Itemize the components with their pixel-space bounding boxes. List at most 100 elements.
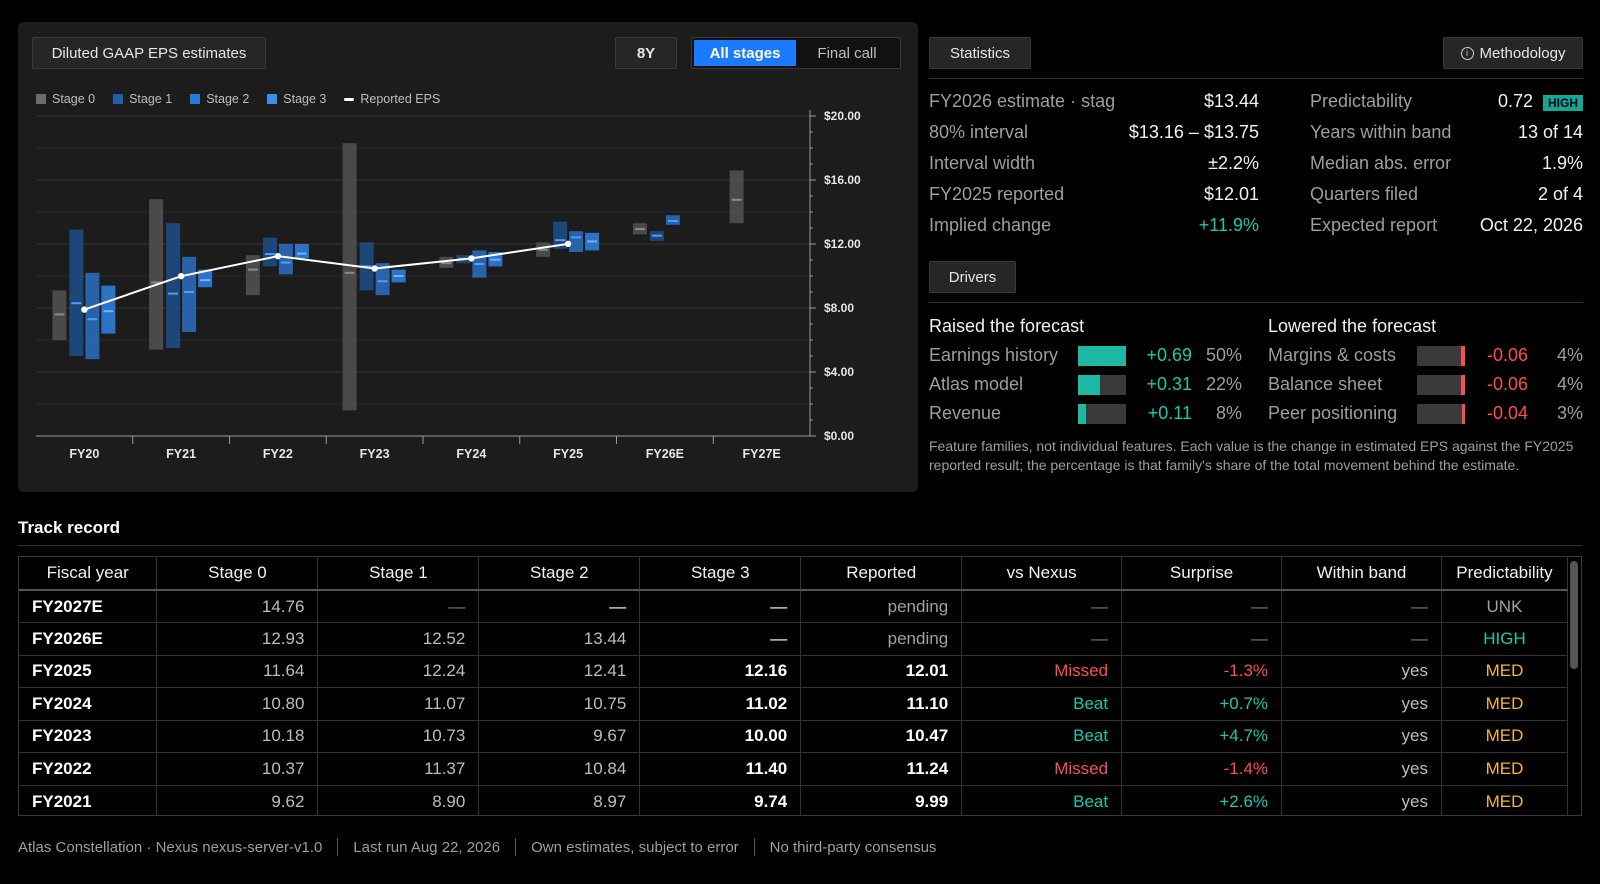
all-stages-option[interactable]: All stages xyxy=(694,40,796,66)
range-bar-stage-2 xyxy=(569,231,584,252)
cell-stage-2: 10.84 xyxy=(478,752,641,785)
cell-stage-2: 13.44 xyxy=(478,622,641,655)
cell-fiscal-year: FY2023 xyxy=(19,719,158,753)
cell-stage-2: 8.97 xyxy=(478,784,641,815)
table-scrollbar[interactable] xyxy=(1570,561,1578,669)
cell-stage-1: 10.73 xyxy=(317,719,480,753)
col-header-stage-2[interactable]: Stage 2 xyxy=(478,557,641,591)
cell-stage-0: 12.93 xyxy=(156,622,319,655)
driver-value: +0.31 xyxy=(1146,374,1192,394)
stat-value: 1.9% xyxy=(1541,153,1583,173)
driver-pct: 22% xyxy=(1205,374,1242,394)
chart-title-button[interactable]: Diluted GAAP EPS estimates xyxy=(32,37,266,69)
stat-value: 2 of 4 xyxy=(1537,184,1583,204)
stat-fy2026-estimate: FY2026 estimate · stag $13.44 xyxy=(929,91,1259,112)
cell-reported: pending xyxy=(800,589,963,623)
final-call-option[interactable]: Final call xyxy=(817,44,877,62)
stat-value: +11.9% xyxy=(1198,215,1259,235)
stat-value: Oct 22, 2026 xyxy=(1479,215,1583,235)
footer: Atlas Constellation · Nexus nexus-server… xyxy=(18,838,936,856)
legend-stage-1[interactable]: Stage 1 xyxy=(113,92,172,106)
x-tick-label: FY23 xyxy=(360,447,390,461)
cell-stage-1: — xyxy=(317,589,480,623)
table-row[interactable]: FY2024 10.80 11.07 10.75 11.02 11.10 Bea… xyxy=(19,687,1569,720)
stat-label: Median abs. error xyxy=(1310,153,1452,173)
table-row[interactable]: FY2023 10.18 10.73 9.67 10.00 10.47 Beat… xyxy=(19,719,1569,753)
statistics-button[interactable]: Statistics xyxy=(929,37,1031,69)
driver-bar xyxy=(1417,404,1465,424)
drivers-button[interactable]: Drivers xyxy=(929,261,1016,293)
range-bar-stage-0 xyxy=(149,199,164,350)
cell-within-band: yes xyxy=(1281,719,1442,753)
range-bar-stage-2 xyxy=(278,244,293,275)
cell-stage-1: 12.24 xyxy=(317,654,480,688)
cell-stage-2: 9.67 xyxy=(478,719,641,753)
cell-surprise: — xyxy=(1121,622,1283,655)
stat-expected-report: Expected report Oct 22, 2026 xyxy=(1310,215,1583,236)
col-header-vs-nexus[interactable]: vs Nexus xyxy=(961,557,1123,591)
stat-label: Years within band xyxy=(1310,122,1452,142)
col-header-within-band[interactable]: Within band xyxy=(1281,557,1442,591)
stat-fy2025-reported: FY2025 reported $12.01 xyxy=(929,184,1259,205)
legend-swatch xyxy=(113,94,124,104)
driver-pct: 4% xyxy=(1556,374,1583,394)
stat-interval-width: Interval width ±2.2% xyxy=(929,153,1259,174)
range-bar-stage-2 xyxy=(375,263,390,296)
table-row[interactable]: FY2027E 14.76 — — — pending — — — UNK xyxy=(19,589,1569,623)
cell-vs-nexus: Beat xyxy=(961,784,1123,815)
range-8y-button[interactable]: 8Y xyxy=(615,37,677,69)
reported-eps-point xyxy=(564,240,572,248)
y-tick-label: $20.00 xyxy=(824,109,861,123)
footer-separator xyxy=(515,838,517,856)
cell-surprise: — xyxy=(1121,589,1283,623)
legend-stage-3[interactable]: Stage 3 xyxy=(267,92,326,106)
methodology-button[interactable]: i Methodology xyxy=(1443,37,1583,69)
col-header-stage-0[interactable]: Stage 0 xyxy=(156,557,319,591)
col-header-reported[interactable]: Reported xyxy=(800,557,963,591)
cell-fiscal-year: FY2025 xyxy=(19,654,158,688)
info-icon: i xyxy=(1460,46,1474,60)
cell-fiscal-year: FY2024 xyxy=(19,687,158,720)
legend-stage-0[interactable]: Stage 0 xyxy=(36,92,95,106)
x-tick-label: FY20 xyxy=(69,447,99,461)
range-bar-stage-1 xyxy=(69,229,84,356)
footer-last-run: Last run Aug 22, 2026 xyxy=(353,838,501,856)
table-row[interactable]: FY2026E 12.93 12.52 13.44 — pending — — … xyxy=(19,622,1569,655)
cell-stage-0: 10.37 xyxy=(156,752,319,785)
cell-reported: 9.99 xyxy=(800,784,963,815)
cell-surprise: +2.6% xyxy=(1121,784,1283,815)
stat-80-interval: 80% interval $13.16 – $13.75 xyxy=(929,122,1259,143)
col-header-fiscal-year[interactable]: Fiscal year xyxy=(19,557,158,591)
reported-eps-point xyxy=(274,252,282,260)
driver-bar-fill xyxy=(1462,404,1465,424)
cell-reported: 11.24 xyxy=(800,752,963,785)
range-bar-stage-0 xyxy=(729,170,744,224)
cell-reported: 12.01 xyxy=(800,654,963,688)
range-bar-stage-2 xyxy=(85,272,100,360)
col-header-stage-3[interactable]: Stage 3 xyxy=(639,557,802,591)
col-header-stage-1[interactable]: Stage 1 xyxy=(317,557,480,591)
reported-eps-point xyxy=(81,306,88,313)
table-row[interactable]: FY2021 9.62 8.90 8.97 9.74 9.99 Beat +2.… xyxy=(19,784,1569,815)
driver-bar-fill xyxy=(1078,346,1126,366)
cell-vs-nexus: Beat xyxy=(961,719,1123,753)
eps-chart: $0.00 $4.00 $8.00 $12.00 $16.00 $20.00 FY20 FY2… xyxy=(36,109,861,461)
range-bar-stage-3 xyxy=(294,244,309,259)
reported-eps-point xyxy=(468,255,475,262)
driver-atlas-model: Atlas model xyxy=(929,374,1023,395)
cell-surprise: +4.7% xyxy=(1121,719,1283,753)
legend-stage-2[interactable]: Stage 2 xyxy=(190,92,249,106)
driver-label: Peer positioning xyxy=(1268,403,1398,423)
table-row[interactable]: FY2025 11.64 12.24 12.41 12.16 12.01 Mis… xyxy=(19,654,1569,688)
driver-balance-sheet: Balance sheet xyxy=(1268,374,1382,395)
drivers-note: Feature families, not individual feature… xyxy=(929,438,1574,473)
driver-bar-fill xyxy=(1078,404,1086,424)
col-header-predictability[interactable]: Predictability xyxy=(1441,557,1569,591)
cell-within-band: — xyxy=(1281,589,1442,623)
range-bar-stage-0 xyxy=(245,255,260,296)
driver-value: -0.06 xyxy=(1486,374,1528,394)
table-row[interactable]: FY2022 10.37 11.37 10.84 11.40 11.24 Mis… xyxy=(19,752,1569,785)
legend-reported-eps[interactable]: Reported EPS xyxy=(344,92,440,106)
cell-within-band: — xyxy=(1281,622,1442,655)
col-header-surprise[interactable]: Surprise xyxy=(1121,557,1283,591)
